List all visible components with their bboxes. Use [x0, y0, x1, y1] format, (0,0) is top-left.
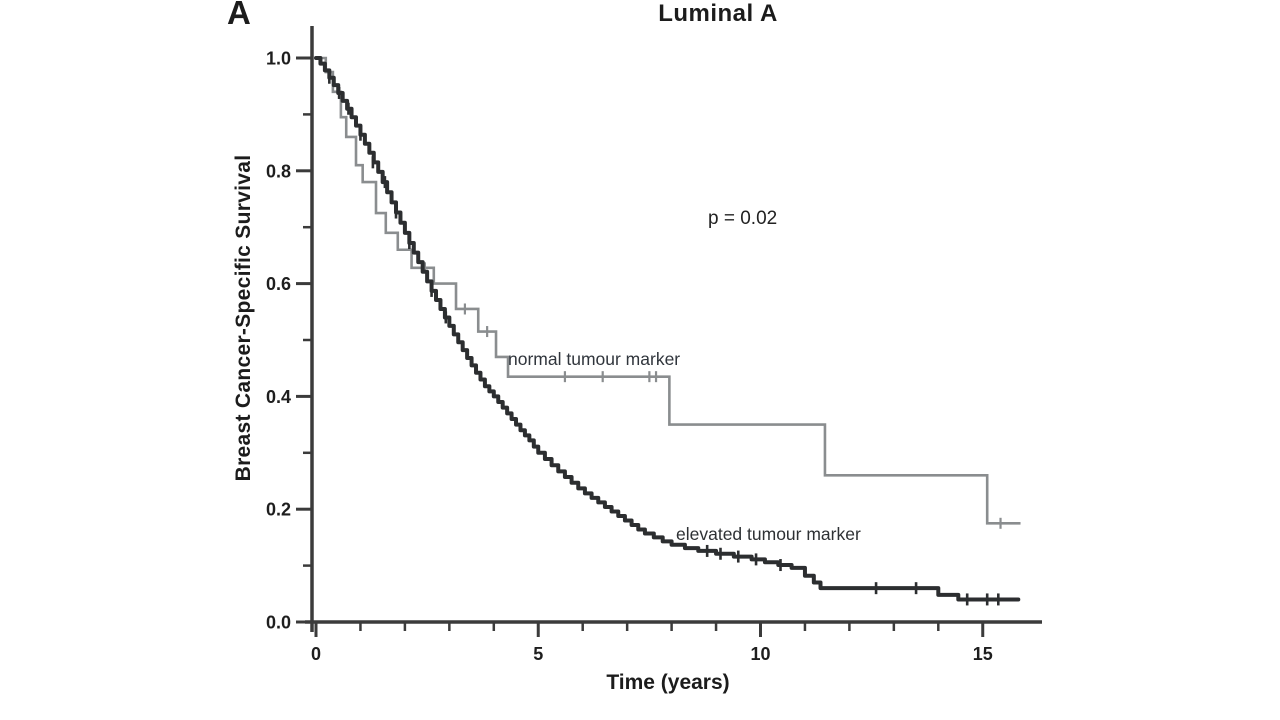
series-label-elevated-tumour-marker: elevated tumour marker [676, 524, 861, 544]
y-tick-label: 0.2 [266, 500, 291, 520]
x-tick-label: 0 [311, 644, 321, 664]
survival-curve-elevated [314, 56, 1021, 602]
x-axis-title: Time (years) [606, 671, 730, 694]
p-value-annotation: p = 0.02 [708, 208, 778, 229]
survival-curve-normal [316, 56, 1021, 525]
y-tick-label: 0.4 [266, 387, 291, 407]
x-tick-label: 5 [533, 644, 543, 664]
y-tick-label: 0.6 [266, 274, 291, 294]
y-tick-label: 0.0 [266, 613, 291, 633]
y-tick-label: 1.0 [266, 49, 291, 69]
chart-title: Luminal A [658, 0, 778, 27]
y-tick-label: 0.8 [266, 161, 291, 181]
y-axis-title: Breast Cancer-Specific Survival [232, 154, 255, 482]
series-label-normal-tumour-marker: normal tumour marker [508, 349, 681, 369]
panel-label: A [227, 0, 252, 31]
x-tick-label: 15 [973, 644, 993, 664]
x-tick-label: 10 [750, 644, 770, 664]
